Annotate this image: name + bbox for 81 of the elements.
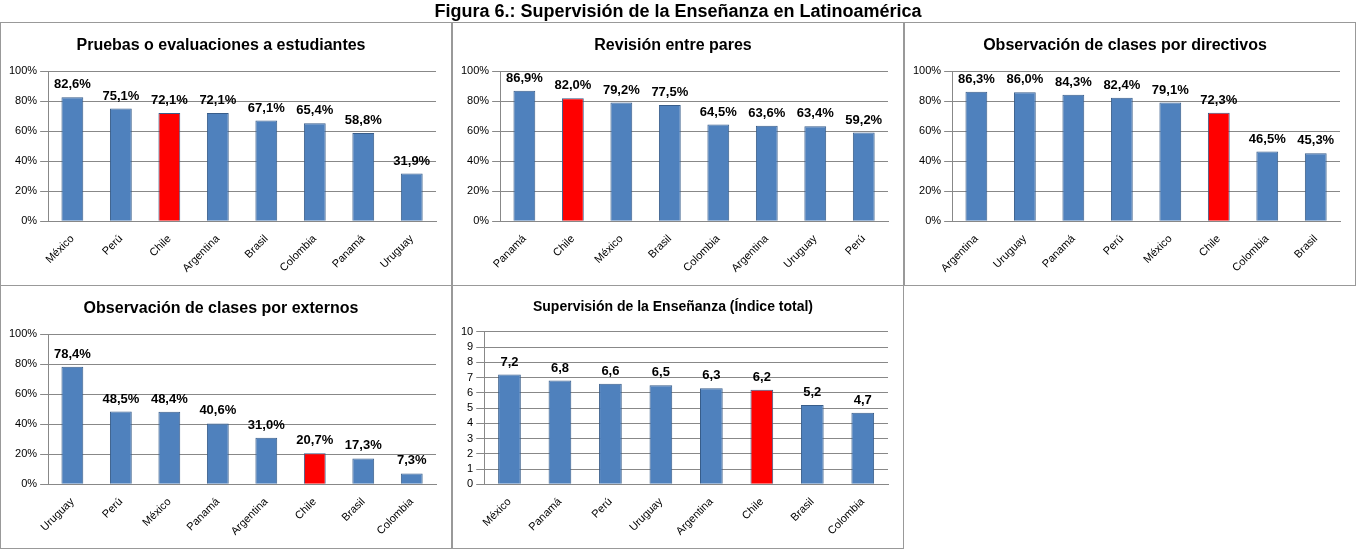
chart-title: Supervisión de la Enseñanza (Índice total) [532, 298, 814, 315]
y-tick-label: 5 [467, 401, 474, 414]
data-label: 40,6% [199, 402, 237, 418]
chart-title: Pruebas o evaluaciones a estudiantes [76, 36, 366, 54]
y-tick-label: 0% [21, 477, 38, 490]
chart-title: Revisión entre pares [594, 36, 752, 54]
chart-title: Observación de clases por externos [83, 299, 359, 317]
data-label: 20,7% [296, 432, 334, 448]
data-label: 79,1% [1151, 81, 1190, 97]
y-tick-label: 40% [467, 154, 490, 167]
data-label: 31,9% [393, 152, 431, 168]
y-tick-label: 40% [15, 417, 38, 430]
data-label: 75,1% [102, 87, 140, 103]
data-label: 17,3% [344, 437, 383, 453]
y-tick-label: 1 [467, 462, 474, 475]
y-tick-label: 20% [15, 447, 38, 460]
y-tick-label: 20% [919, 184, 942, 197]
data-label: 6,3 [702, 367, 721, 383]
chart-title: Observación de clases por directivos [983, 36, 1267, 54]
data-label: 63,6% [748, 104, 786, 120]
data-label: 65,4% [296, 102, 334, 118]
y-tick-label: 20% [15, 184, 38, 197]
data-label: 5,2 [803, 384, 822, 400]
data-label: 6,2 [752, 368, 771, 384]
y-tick-label: 80% [919, 94, 942, 107]
y-tick-label: 6 [467, 385, 474, 398]
data-label: 72,1% [150, 92, 189, 108]
data-label: 58,8% [344, 112, 383, 128]
y-tick-label: 80% [467, 94, 490, 107]
y-tick-label: 40% [919, 154, 942, 167]
data-label: 79,2% [602, 81, 641, 97]
data-label: 82,4% [1103, 76, 1141, 92]
y-tick-label: 0% [473, 214, 490, 227]
data-label: 86,3% [957, 70, 996, 86]
data-label: 45,3% [1297, 132, 1335, 148]
text: Figura 6.: Supervisión de la Enseñanza en Latinoamérica [433, 0, 923, 22]
y-tick-label: 40% [15, 154, 38, 167]
data-label: 6,6 [601, 362, 620, 378]
data-label: 48,4% [150, 390, 189, 406]
y-tick-label: 20% [467, 184, 490, 197]
data-label: 46,5% [1248, 130, 1287, 146]
data-label: 4,7 [853, 391, 872, 407]
data-label: 31,0% [247, 416, 286, 432]
data-label: 64,5% [699, 103, 738, 119]
y-tick-label: 4 [467, 416, 474, 429]
y-tick-label: 60% [15, 124, 38, 137]
y-tick-label: 60% [919, 124, 942, 137]
data-label: 67,1% [247, 99, 286, 115]
y-tick-label: 10 [460, 324, 474, 337]
y-tick-label: 0 [467, 477, 474, 490]
y-tick-label: 0% [925, 214, 942, 227]
data-label: 86,0% [1006, 71, 1044, 87]
data-label: 6,8 [550, 359, 569, 375]
y-tick-label: 60% [15, 387, 38, 400]
data-label: 82,0% [554, 77, 592, 93]
data-label: 78,4% [53, 345, 92, 361]
data-label: 86,9% [505, 69, 544, 85]
y-tick-label: 9 [467, 340, 474, 353]
y-tick-label: 0% [21, 214, 38, 227]
y-tick-label: 7 [467, 370, 474, 383]
y-tick-label: 60% [467, 124, 490, 137]
data-label: 7,3% [396, 452, 428, 468]
data-label: 77,5% [651, 84, 689, 100]
data-label: 63,4% [796, 105, 835, 121]
y-tick-label: 100% [912, 64, 942, 77]
data-label: 72,3% [1200, 91, 1238, 107]
y-tick-label: 3 [467, 431, 474, 444]
data-label: 7,2 [500, 353, 519, 369]
data-label: 82,6% [53, 76, 92, 92]
data-label: 72,1% [199, 92, 237, 108]
data-label: 59,2% [845, 111, 883, 127]
y-tick-label: 2 [467, 446, 474, 459]
data-label: 6,5 [651, 364, 670, 380]
y-tick-label: 8 [467, 355, 474, 368]
y-tick-label: 80% [15, 357, 38, 370]
y-tick-label: 100% [460, 64, 490, 77]
data-label: 48,5% [102, 390, 140, 406]
y-tick-label: 80% [15, 94, 38, 107]
data-label: 84,3% [1054, 73, 1093, 89]
y-tick-label: 100% [8, 327, 38, 340]
y-tick-label: 100% [8, 64, 38, 77]
